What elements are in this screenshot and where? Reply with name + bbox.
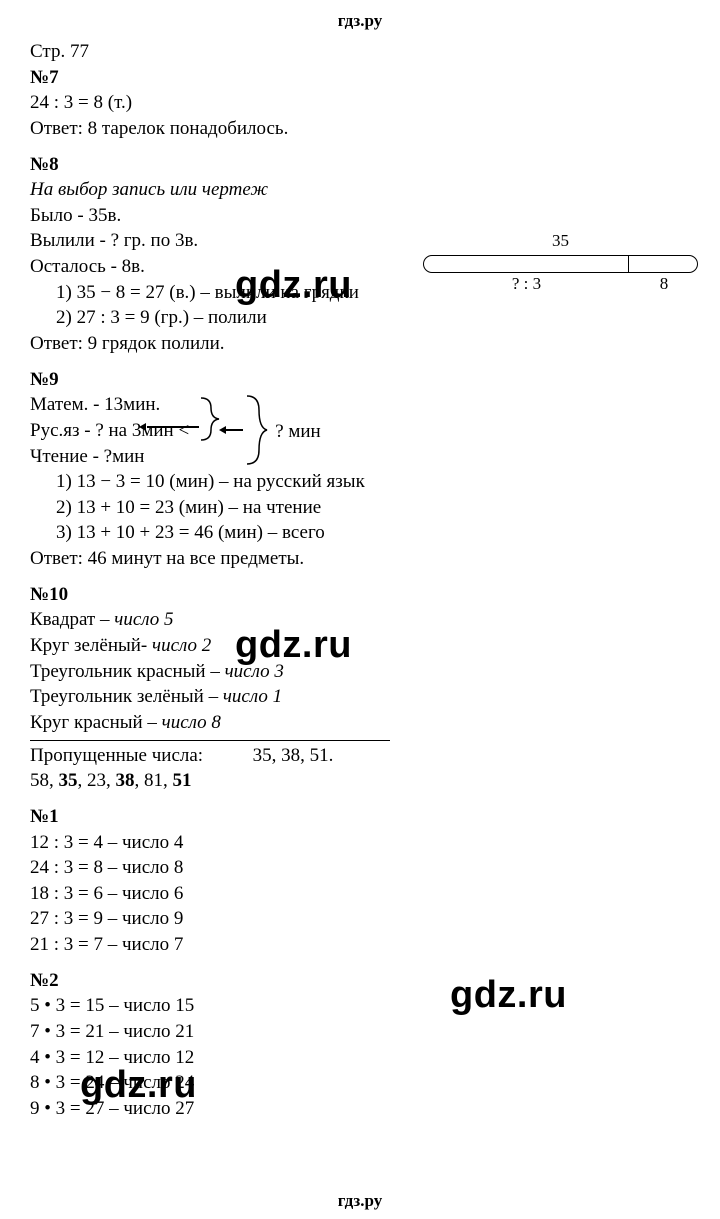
n10-r2: Круг зелёный- число 2 <box>30 633 690 659</box>
n8-r1: Было - 35в. <box>30 203 690 229</box>
n8-title: №8 <box>30 152 690 178</box>
n10-r1b: число 5 <box>114 609 173 630</box>
n9-r1: Матем. - 13мин. <box>30 392 189 418</box>
n8-diagram-br: 8 <box>630 273 698 296</box>
n8-note: На выбор запись или чертеж <box>30 177 690 203</box>
n10-miss-values: 35, 38, 51. <box>253 745 334 766</box>
brace-small-icon <box>195 394 223 444</box>
n9-s3: 3) 13 + 10 + 23 = 46 (мин) – всего <box>30 520 690 546</box>
n1-l5: 21 : 3 = 7 – число 7 <box>30 932 690 958</box>
divider <box>30 740 390 741</box>
brace-large-icon <box>241 392 271 468</box>
n10-missing: Пропущенные числа: 35, 38, 51. <box>30 743 690 769</box>
n9-s2: 2) 13 + 10 = 23 (мин) – на чтение <box>30 495 690 521</box>
n9-s1: 1) 13 − 3 = 10 (мин) – на русский язык <box>30 469 690 495</box>
n10-r1a: Квадрат – <box>30 609 114 630</box>
n8-diagram-left <box>424 256 629 272</box>
n7-answer: Ответ: 8 тарелок понадобилось. <box>30 116 690 142</box>
n9-r3: Чтение - ?мин <box>30 444 189 470</box>
n7-line1: 24 : 3 = 8 (т.) <box>30 90 690 116</box>
n8-diagram-top: 35 <box>423 230 698 253</box>
n10-r2b: число 2 <box>152 635 211 656</box>
n2-l3: 4 • 3 = 12 – число 12 <box>30 1045 690 1071</box>
n8-s2: 2) 27 : 3 = 9 (гр.) – полили <box>30 305 690 331</box>
n8-diagram-bl: ? : 3 <box>423 273 630 296</box>
header-logo: гдз.ру <box>30 10 690 33</box>
n10-title: №10 <box>30 582 690 608</box>
n10-miss-label: Пропущенные числа: <box>30 745 203 766</box>
n1-title: №1 <box>30 804 690 830</box>
n8-diagram-bottom: ? : 3 8 <box>423 273 698 296</box>
n10-r3: Треугольник красный – число 3 <box>30 659 690 685</box>
page-label: Стр. 77 <box>30 39 690 65</box>
n7-title: №7 <box>30 65 690 91</box>
n2-l1: 5 • 3 = 15 – число 15 <box>30 993 690 1019</box>
n10-r5: Круг красный – число 8 <box>30 710 690 736</box>
n9-title: №9 <box>30 367 690 393</box>
n2-l2: 7 • 3 = 21 – число 21 <box>30 1019 690 1045</box>
n10-r2a: Круг зелёный- <box>30 635 152 656</box>
n9-brace-diagram: ? мин <box>195 392 425 468</box>
n10-seq-b2: 38 <box>116 770 135 791</box>
n10-r3b: число 3 <box>225 661 284 682</box>
n2-title: №2 <box>30 968 690 994</box>
n1-l1: 12 : 3 = 4 – число 4 <box>30 830 690 856</box>
n10-seq-a: 58, <box>30 770 59 791</box>
n2-l4: 8 • 3 = 24 – число 24 <box>30 1070 690 1096</box>
n8-diagram: 35 ? : 3 8 <box>423 230 698 296</box>
n10-r3a: Треугольник красный – <box>30 661 225 682</box>
n1-l4: 27 : 3 = 9 – число 9 <box>30 906 690 932</box>
n8-answer: Ответ: 9 грядок полили. <box>30 331 690 357</box>
n9-answer: Ответ: 46 минут на все предметы. <box>30 546 690 572</box>
n8-diagram-box <box>423 255 698 273</box>
n10-seq-d: , 81, <box>135 770 173 791</box>
n10-r4b: число 1 <box>223 686 282 707</box>
n9-rows: Матем. - 13мин. Рус.яз - ? на 3мин < Чте… <box>30 392 189 469</box>
n10-r1: Квадрат – число 5 <box>30 607 690 633</box>
n10-seq-b1: 35 <box>59 770 78 791</box>
n10-seq: 58, 35, 23, 38, 81, 51 <box>30 768 690 794</box>
n9-r2: Рус.яз - ? на 3мин < <box>30 418 189 444</box>
n1-l3: 18 : 3 = 6 – число 6 <box>30 881 690 907</box>
n10-r5a: Круг красный – <box>30 712 162 733</box>
footer-logo: гдз.ру <box>0 1190 720 1213</box>
n8-diagram-right <box>629 256 697 272</box>
n10-r4a: Треугольник зелёный – <box>30 686 223 707</box>
n10-r4: Треугольник зелёный – число 1 <box>30 684 690 710</box>
n2-l5: 9 • 3 = 27 – число 27 <box>30 1096 690 1122</box>
n10-r5b: число 8 <box>162 712 221 733</box>
n1-l2: 24 : 3 = 8 – число 8 <box>30 855 690 881</box>
n10-seq-c: , 23, <box>78 770 116 791</box>
n10-seq-b3: 51 <box>173 770 192 791</box>
n9-side-label: ? мин <box>275 419 321 445</box>
